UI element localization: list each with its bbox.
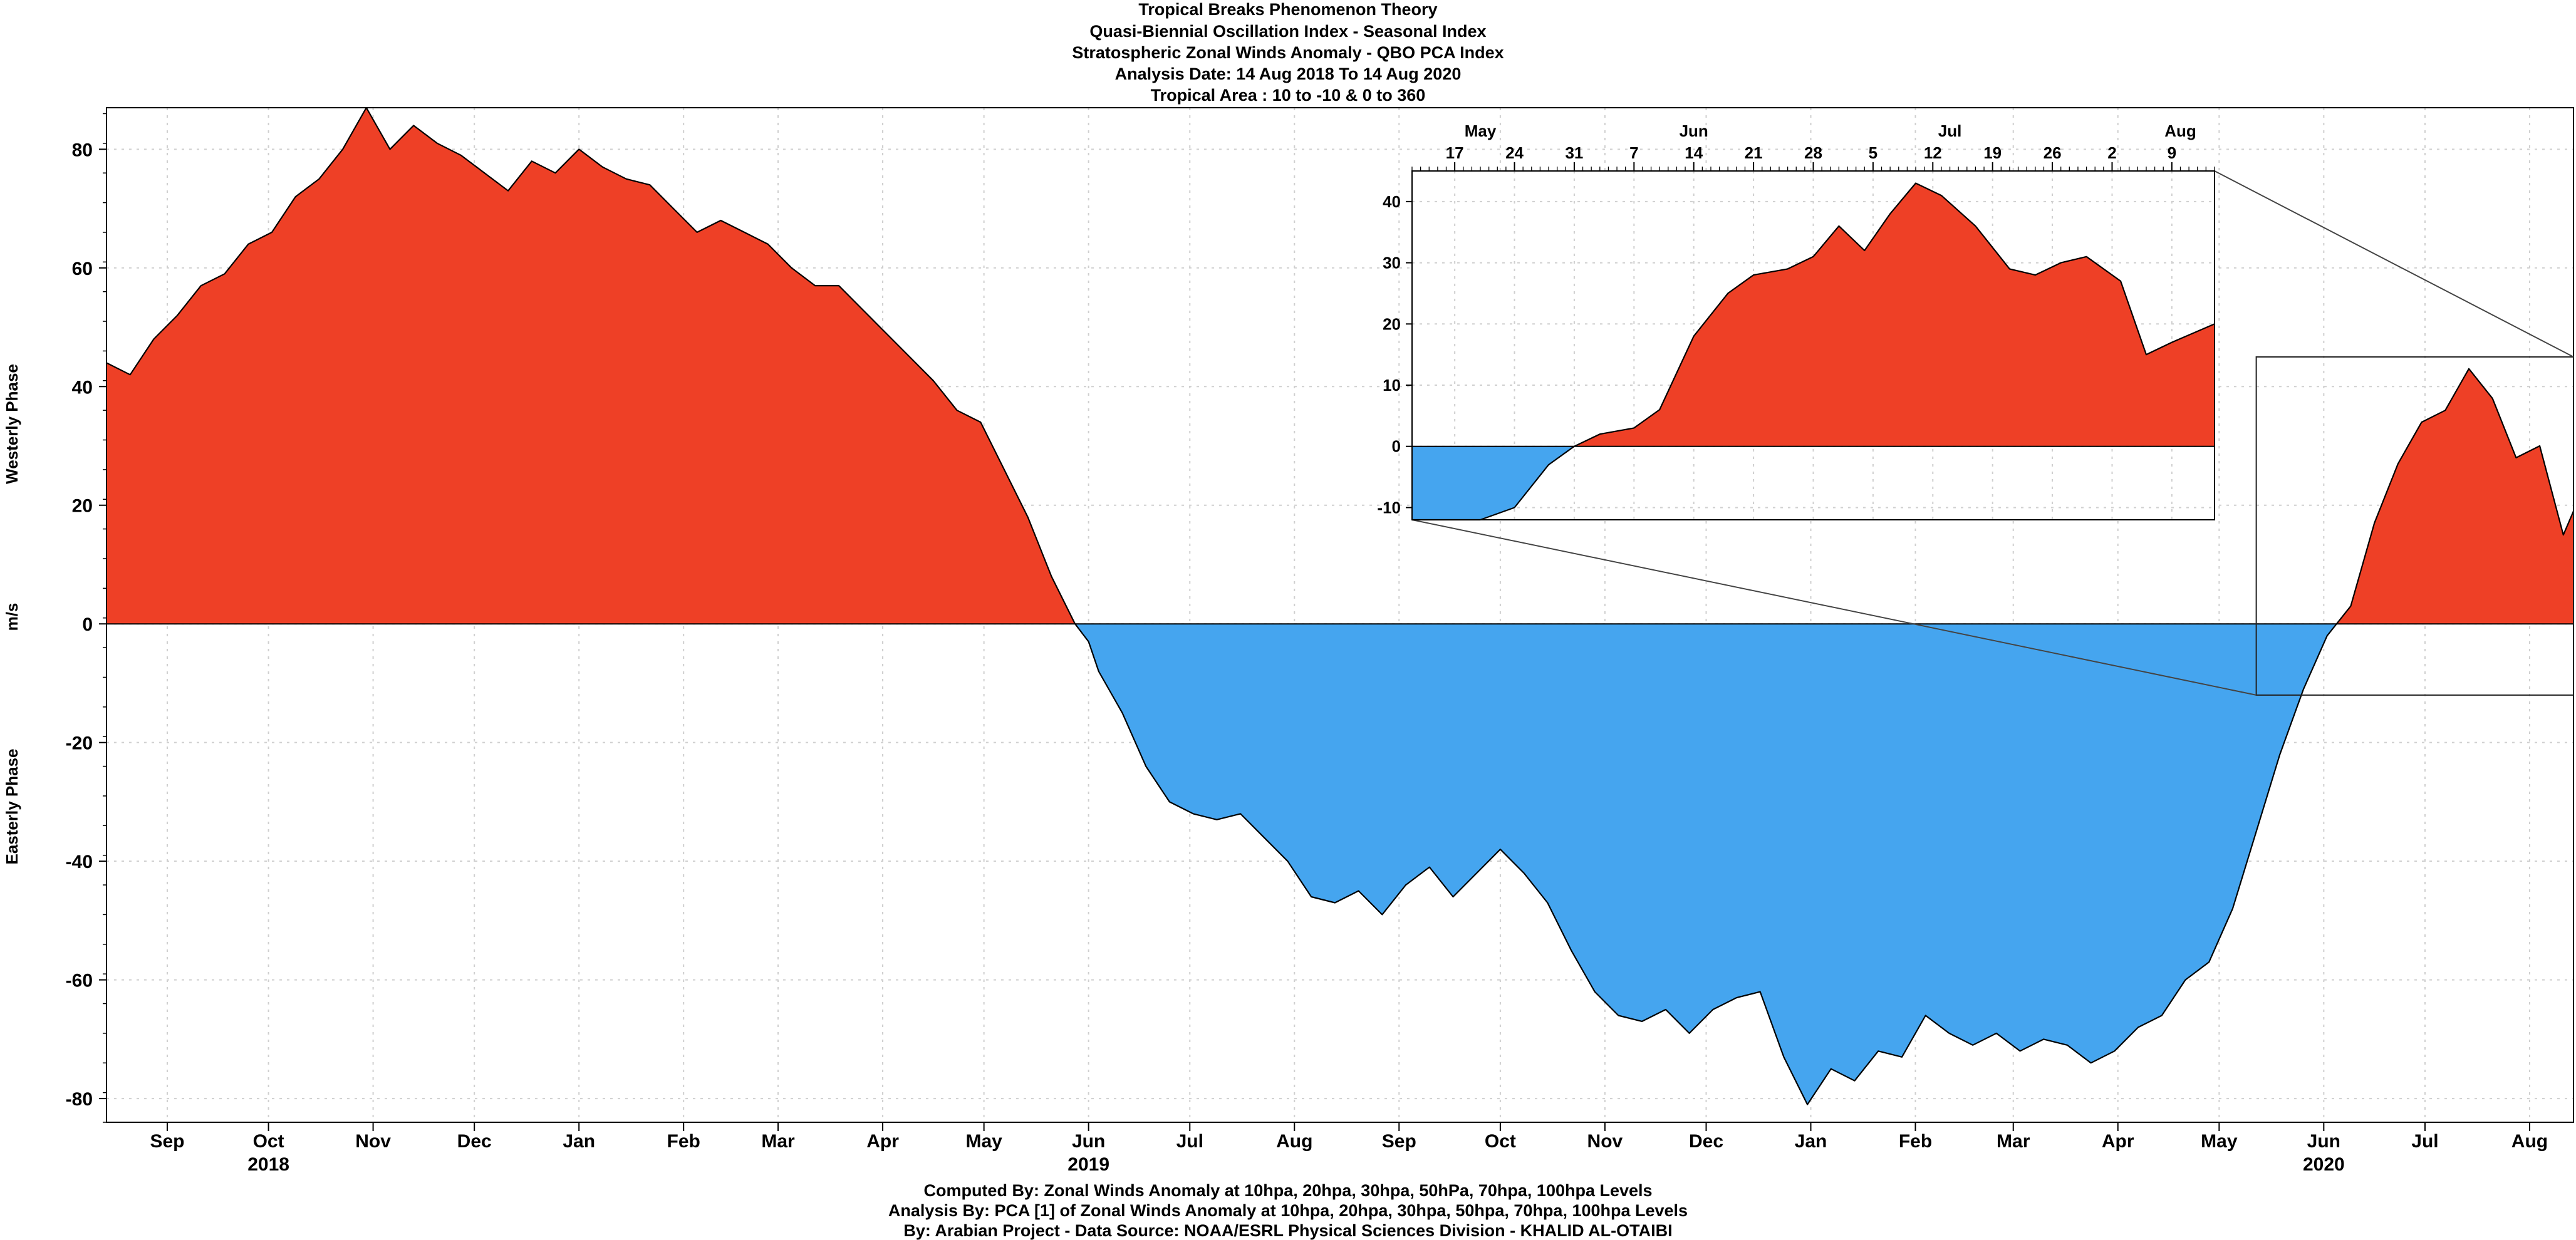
y-axis-labels: Westerly Phase m/s Easterly Phase [3, 364, 21, 864]
main-series-line [106, 106, 2575, 1105]
inset-easterly-area [1412, 446, 2215, 520]
inset-y-tick-label: -10 [1377, 498, 1401, 517]
zoom-connectors [1411, 170, 2574, 696]
footer-analysis-by: Analysis By: PCA [1] of Zonal Winds Anom… [888, 1201, 1688, 1220]
inset-x-month-label: Aug [2164, 121, 2196, 140]
inset-x-month-label: May [1465, 121, 1497, 140]
x-tick-label: Jan [1795, 1131, 1827, 1152]
y-tick-label: -20 [66, 733, 93, 754]
inset-x-tick-label: 7 [1629, 143, 1638, 162]
x-tick-label: Dec [457, 1131, 492, 1152]
inset-x-tick-label: 21 [1745, 143, 1763, 162]
x-tick-label: Dec [1689, 1131, 1723, 1152]
y-tick-label: 0 [82, 614, 93, 635]
x-year-label: 2020 [2303, 1154, 2345, 1175]
chart-subtitle-index: Quasi-Biennial Oscillation Index - Seaso… [1089, 22, 1486, 41]
x-tick-label: Jul [1176, 1131, 1203, 1152]
x-tick-label: Oct [253, 1131, 284, 1152]
inset-x-month-label: Jul [1938, 121, 1962, 140]
inset-y-tick-label: 20 [1383, 314, 1401, 333]
main-easterly-area [106, 624, 2573, 1105]
x-tick-label: Jun [2307, 1131, 2340, 1152]
inset-x-tick-label: 17 [1446, 143, 1464, 162]
x-tick-label: Mar [761, 1131, 795, 1152]
inset-y-tick-label: 0 [1392, 437, 1401, 456]
footer-data-source: By: Arabian Project - Data Source: NOAA/… [903, 1221, 1672, 1240]
inset-x-tick-label: 31 [1565, 143, 1583, 162]
zoom-region-box [2255, 356, 2574, 696]
x-tick-label: Feb [667, 1131, 700, 1152]
inset-x-tick-label: 26 [2044, 143, 2062, 162]
chart-subtitle-variable: Stratospheric Zonal Winds Anomaly - QBO … [1072, 43, 1504, 62]
inset-x-tick-label: 28 [1804, 143, 1822, 162]
x-tick-label: Sep [1382, 1131, 1416, 1152]
x-year-label: 2019 [1067, 1154, 1109, 1175]
x-tick-label: Apr [866, 1131, 899, 1152]
chart-title: Tropical Breaks Phenomenon Theory [1138, 0, 1437, 19]
unit-label: m/s [3, 603, 21, 631]
inset-series-line [1412, 182, 2215, 521]
inset-x-month-label: Jun [1680, 121, 1708, 140]
x-tick-label: Feb [1899, 1131, 1932, 1152]
main-westerly-area [106, 108, 2573, 624]
x-year-label: 2018 [247, 1154, 289, 1175]
footer-computed-by: Computed By: Zonal Winds Anomaly at 10hp… [923, 1181, 1652, 1200]
x-tick-label: Jun [1072, 1131, 1105, 1152]
inset-westerly-area [1412, 183, 2215, 447]
chart-subtitle-date-range: Analysis Date: 14 Aug 2018 To 14 Aug 202… [1115, 65, 1462, 83]
chart-subtitle-area: Tropical Area : 10 to -10 & 0 to 360 [1151, 86, 1426, 105]
chart-title-block: Tropical Breaks Phenomenon Theory Quasi-… [1072, 0, 1504, 105]
x-tick-label: Jul [2411, 1131, 2438, 1152]
y-tick-label: 40 [72, 377, 93, 398]
x-tick-label: May [965, 1131, 1002, 1152]
x-tick-label: Mar [1997, 1131, 2030, 1152]
y-tick-label: -60 [66, 971, 93, 991]
chart-footer: Computed By: Zonal Winds Anomaly at 10hp… [888, 1181, 1688, 1240]
x-tick-label: Aug [1276, 1131, 1312, 1152]
inset-y-tick-label: 30 [1383, 254, 1401, 272]
inset-x-tick-label: 2 [2107, 143, 2116, 162]
zoom-connector-bottom [1411, 519, 2257, 696]
y-tick-label: -40 [66, 852, 93, 872]
x-tick-label: Nov [355, 1131, 391, 1152]
x-tick-label: Nov [1587, 1131, 1623, 1152]
westerly-phase-label: Westerly Phase [3, 364, 21, 484]
y-tick-label: 60 [72, 259, 93, 279]
inset-x-tick-label: 14 [1685, 143, 1703, 162]
inset-x-tick-label: 12 [1924, 143, 1942, 162]
y-tick-label: 80 [72, 140, 93, 160]
x-tick-label: Aug [2511, 1131, 2548, 1152]
x-tick-label: May [2201, 1131, 2238, 1152]
inset-y-tick-label: 10 [1383, 376, 1401, 395]
easterly-phase-label: Easterly Phase [3, 748, 21, 864]
x-tick-label: Oct [1485, 1131, 1516, 1152]
inset-y-tick-label: 40 [1383, 192, 1401, 211]
inset-plot: -10 0 10 20 30 40 17 24 31 7 14 21 28 5 12 19 26 2 9 May Jun… [1377, 121, 2215, 521]
inset-x-tick-label: 5 [1869, 143, 1877, 162]
y-tick-label: -80 [66, 1089, 93, 1110]
y-tick-label: 20 [72, 496, 93, 517]
inset-x-tick-label: 9 [2168, 143, 2176, 162]
x-tick-label: Apr [2102, 1131, 2134, 1152]
inset-x-tick-label: 19 [1983, 143, 2002, 162]
x-tick-label: Sep [150, 1131, 184, 1152]
zoom-connector-top [2214, 170, 2574, 358]
x-tick-label: Jan [563, 1131, 595, 1152]
inset-x-tick-label: 24 [1505, 143, 1524, 162]
